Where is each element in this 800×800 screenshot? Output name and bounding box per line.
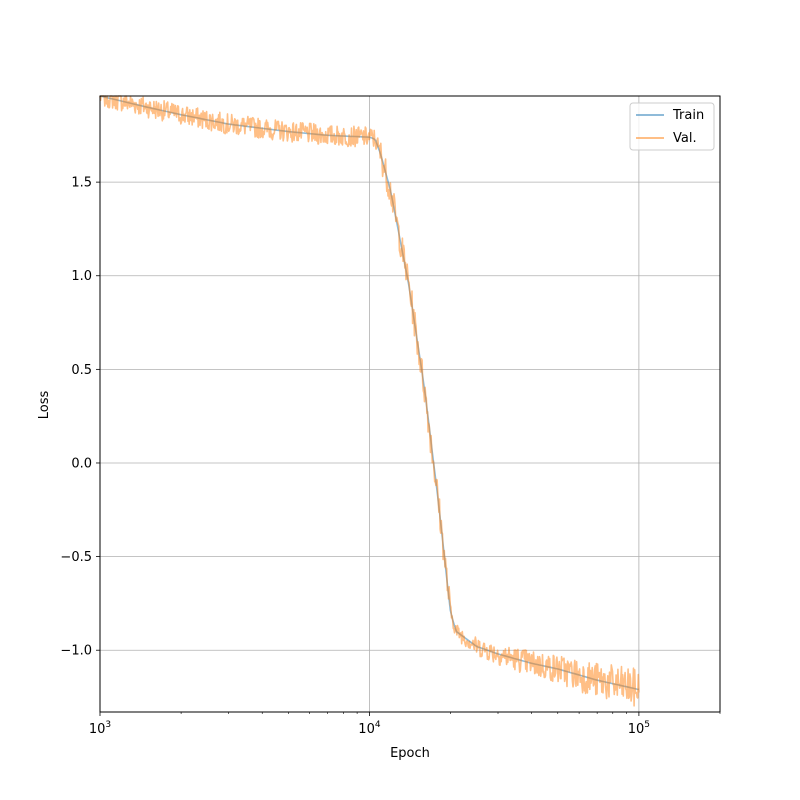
plot-frame [99, 95, 721, 713]
legend: Train Val. [629, 102, 715, 151]
y-tick-label: 1.0 [71, 269, 92, 284]
axis-ticks: 103 104 105 1.5 1.0 0.5 0.0 −0.5 −1.0 [60, 176, 721, 737]
y-tick-label: 0.0 [71, 456, 92, 471]
x-tick-label: 103 [89, 720, 111, 737]
legend-label-train: Train [672, 108, 704, 123]
series-line-val [99, 95, 640, 707]
x-axis-label: Epoch [390, 746, 430, 761]
legend-label-val: Val. [673, 131, 697, 146]
x-tick-label: 105 [628, 720, 650, 737]
y-tick-label: −0.5 [60, 550, 92, 565]
y-tick-label: 0.5 [71, 363, 92, 378]
y-axis-label: Loss [37, 391, 52, 420]
y-tick-label: 1.5 [71, 176, 92, 191]
series-lines [99, 95, 640, 707]
y-tick-label: −1.0 [60, 644, 92, 659]
x-tick-label: 104 [358, 720, 381, 737]
